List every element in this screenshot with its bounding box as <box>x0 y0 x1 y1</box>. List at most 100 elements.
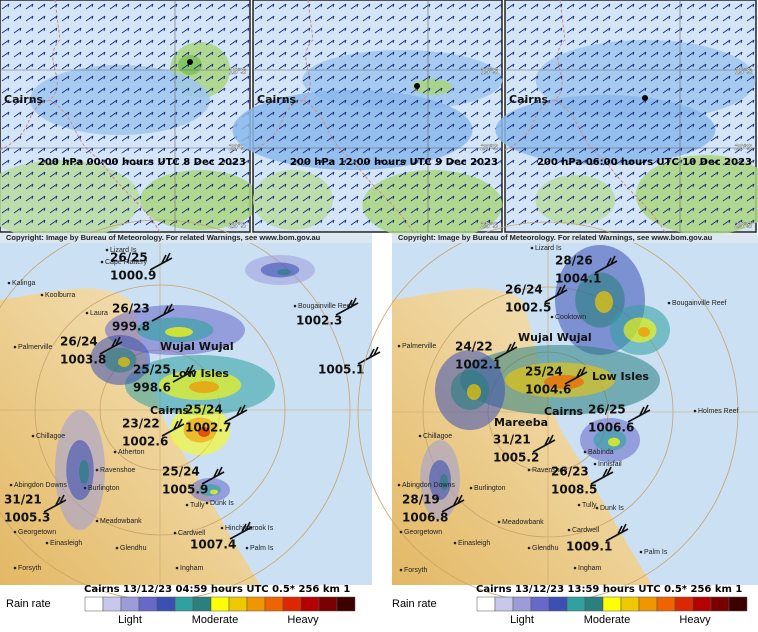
town-marker <box>100 260 104 264</box>
town-marker <box>9 483 13 487</box>
temperature-dewpoint: 25/24 <box>525 365 563 379</box>
legend-swatch <box>210 596 230 612</box>
temperature-dewpoint: 23/22 <box>122 417 160 431</box>
pressure: 1002.1 <box>455 358 501 372</box>
rain-echo <box>467 384 481 400</box>
key-place-label: Wujal Wujal <box>518 331 592 344</box>
wind-barb <box>149 252 173 271</box>
wind-barbs <box>505 0 756 232</box>
rain-echo <box>118 357 130 367</box>
latitude-label: 25°S <box>229 221 247 230</box>
pressure: 1009.1 <box>566 540 612 554</box>
legend-swatch <box>530 596 550 612</box>
town-marker <box>185 503 189 507</box>
town-marker <box>583 450 587 454</box>
place-label: Abingdon Downs <box>402 482 455 489</box>
legend-swatch <box>102 596 122 612</box>
wind-barb <box>564 366 588 385</box>
place-label: Ingham <box>180 565 204 572</box>
cyclone-centre <box>187 59 193 65</box>
temperature-dewpoint: 25/24 <box>185 403 223 417</box>
wind-barb <box>441 494 465 513</box>
temperature-dewpoint: 26/23 <box>112 302 150 316</box>
place-label: Cape Flattery <box>105 259 148 266</box>
pressure: 1005.1 <box>318 363 364 377</box>
key-place-label: Cairns <box>544 405 584 418</box>
place-label: Laura <box>90 310 108 317</box>
wind-barb <box>172 364 196 383</box>
place-label: Cardwell <box>178 530 206 537</box>
pressure: 1006.6 <box>588 421 634 435</box>
town-marker <box>113 450 117 454</box>
place-label: Meadowbank <box>100 518 142 525</box>
wind-panel: Cairns 15°S 20°S 25°S 200 hPa 06:00 hours UT… <box>495 0 758 235</box>
legend-swatch <box>138 596 158 612</box>
place-label: Ravenshoe <box>532 467 568 474</box>
radar-caption: Cairns 13/12/23 04:59 hours UTC 0.5* 256… <box>84 584 350 595</box>
place-label: Holmes Reef <box>698 408 739 415</box>
town-marker <box>7 281 11 285</box>
place-label: Georgetown <box>404 529 442 536</box>
wind-barb <box>224 404 248 423</box>
place-label: Glendhu <box>120 545 147 552</box>
place-label: Innisfail <box>598 461 622 468</box>
town-marker <box>45 541 49 545</box>
place-label: Babinda <box>588 449 614 456</box>
legend-swatch <box>728 596 748 612</box>
town-marker <box>95 468 99 472</box>
rain-echo <box>608 437 620 447</box>
wind-barb <box>627 404 651 423</box>
temperature-dewpoint: 24/22 <box>455 340 493 354</box>
place-label: Cairns <box>509 93 549 106</box>
wind-panel: Cairns 15°S 20°S 25°S 200 hPa 12:00 hours UT… <box>232 0 503 240</box>
latitude-label: 20°S <box>735 143 753 152</box>
legend-label: Moderate <box>192 614 238 626</box>
pressure: 1005.9 <box>162 483 208 497</box>
place-label: Forsyth <box>18 565 41 572</box>
latitude-label: 25°S <box>735 221 753 230</box>
legend-swatch <box>656 596 676 612</box>
radar-panel: Copyright: Image by Bureau of Meteorolog… <box>357 221 758 626</box>
town-marker <box>399 568 403 572</box>
legend-swatch <box>336 596 356 612</box>
legend-swatch <box>512 596 532 612</box>
legend-label: Moderate <box>584 614 630 626</box>
rain-echo <box>165 327 193 337</box>
pressure: 1002.6 <box>122 435 168 449</box>
legend-swatch <box>300 596 320 612</box>
wind-barb <box>335 297 359 316</box>
wind-barb <box>494 341 518 360</box>
wind-barb <box>229 521 253 540</box>
wind-barbs <box>0 0 250 232</box>
town-marker <box>85 311 89 315</box>
temperature-dewpoint: 25/25 <box>133 363 171 377</box>
wind-barb <box>357 346 381 365</box>
rain-echo <box>277 269 291 275</box>
town-marker <box>399 530 403 534</box>
town-marker <box>105 248 109 252</box>
pressure: 1007.4 <box>190 538 236 552</box>
place-label: Dunk Is <box>210 500 234 507</box>
pressure: 1006.8 <box>402 511 448 525</box>
legend-label: Heavy <box>679 614 711 626</box>
key-place-label: Low Isles <box>592 370 649 383</box>
place-label: Burlington <box>88 485 120 492</box>
place-label: Cairns <box>4 93 44 106</box>
panel-caption: 200 hPa 00:00 hours UTC 8 Dec 2023 <box>38 157 246 168</box>
place-label: Einasleigh <box>50 540 82 547</box>
temperature-dewpoint: 26/24 <box>60 335 98 349</box>
copyright: Copyright: Image by Bureau of Meteorolog… <box>6 233 321 242</box>
place-label: Ingham <box>578 565 602 572</box>
town-marker <box>40 293 44 297</box>
town-marker <box>593 462 597 466</box>
town-marker <box>639 550 643 554</box>
town-marker <box>530 246 534 250</box>
legend-swatch <box>84 596 104 612</box>
wind-barb <box>43 494 67 513</box>
legend-label: Heavy <box>287 614 319 626</box>
temperature-dewpoint: 28/19 <box>402 493 440 507</box>
town-marker <box>527 546 531 550</box>
wind-barb <box>544 284 568 303</box>
wind-barb <box>605 523 629 542</box>
town-marker <box>83 486 87 490</box>
